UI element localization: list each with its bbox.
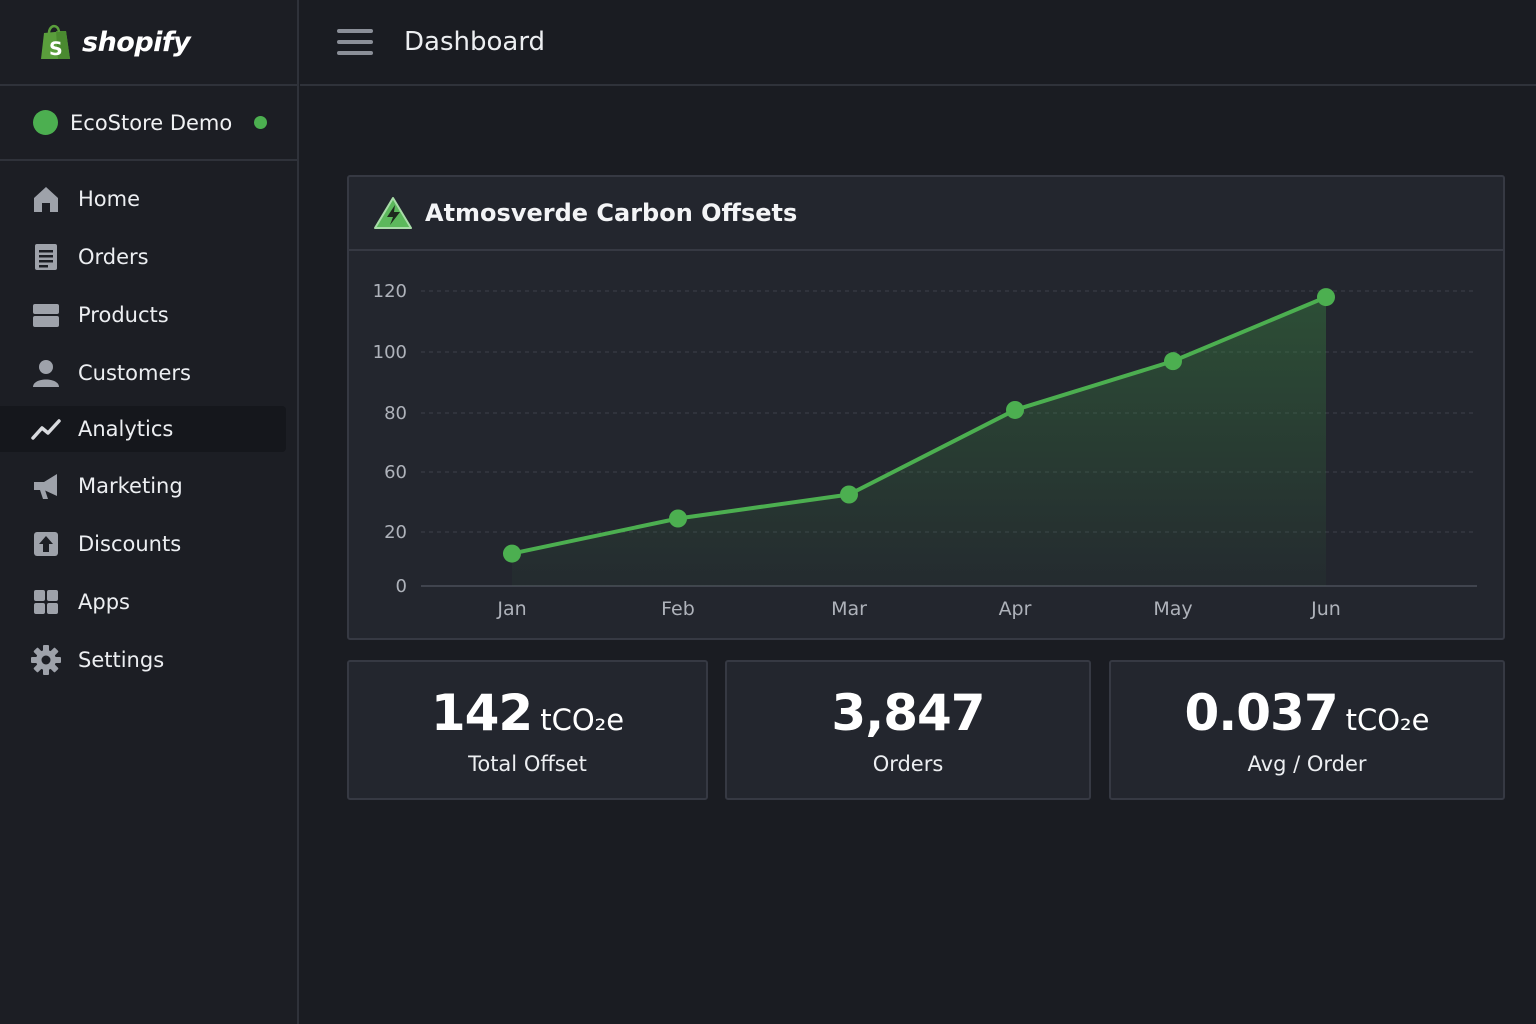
y-tick-label: 120 — [373, 281, 407, 302]
shopify-bag-icon: S — [41, 24, 70, 60]
chart-data-point[interactable] — [1164, 352, 1182, 371]
stat-unit: tCO₂e — [1345, 703, 1430, 737]
atmosverde-logo-icon — [374, 197, 412, 229]
customers-icon — [30, 357, 62, 389]
y-tick-label: 20 — [384, 522, 407, 543]
brand-logo[interactable]: S shopify — [0, 0, 297, 86]
chart-data-point[interactable] — [503, 544, 521, 563]
stat-unit: tCO₂e — [540, 703, 625, 737]
x-tick-label: Feb — [661, 598, 695, 620]
x-tick-label: May — [1153, 598, 1192, 620]
sidebar-item-orders[interactable]: Orders — [0, 234, 286, 280]
stat-value: 142 — [430, 684, 533, 742]
chart-card-header: Atmosverde Carbon Offsets — [349, 177, 1503, 251]
gear-icon — [30, 644, 62, 676]
chart-series-line — [511, 295, 1327, 556]
sidebar-item-label: Settings — [78, 648, 165, 672]
svg-text:S: S — [49, 38, 63, 60]
sidebar-item-label: Analytics — [78, 417, 174, 441]
y-tick-label: 100 — [373, 342, 407, 363]
sidebar-item-home[interactable]: Home — [0, 176, 286, 222]
sidebar-item-marketing[interactable]: Marketing — [0, 463, 286, 509]
brand-wordmark: shopify — [82, 26, 191, 58]
store-name: EcoStore Demo — [70, 110, 233, 135]
stat-label: Avg / Order — [1247, 752, 1367, 776]
sidebar-item-label: Orders — [78, 245, 149, 269]
stat-value: 0.037 — [1184, 684, 1338, 742]
store-avatar — [33, 110, 58, 135]
chart-area-fill — [512, 297, 1326, 586]
sidebar: S shopify EcoStore Demo Home Orders Prod… — [0, 0, 299, 1024]
x-tick-label: Jan — [496, 598, 526, 620]
y-tick-label: 0 — [396, 576, 407, 597]
hamburger-line — [337, 29, 373, 33]
orders-icon — [30, 241, 62, 273]
analytics-icon — [30, 413, 62, 445]
sidebar-item-settings[interactable]: Settings — [0, 637, 286, 683]
sidebar-item-label: Marketing — [78, 474, 183, 498]
stat-card-total-offset: 142 tCO₂e Total Offset — [347, 660, 708, 800]
products-icon — [30, 299, 62, 331]
stat-label: Orders — [872, 752, 944, 776]
home-icon — [30, 183, 62, 215]
top-bar: Dashboard — [300, 0, 1536, 86]
sidebar-item-label: Apps — [78, 590, 130, 614]
sidebar-item-apps[interactable]: Apps — [0, 579, 286, 625]
sidebar-item-label: Home — [78, 187, 141, 211]
megaphone-icon — [30, 470, 62, 502]
sidebar-item-discounts[interactable]: Discounts — [0, 521, 286, 567]
y-tick-label: 60 — [384, 462, 407, 483]
sidebar-item-products[interactable]: Products — [0, 292, 286, 338]
sidebar-item-label: Discounts — [78, 532, 182, 556]
carbon-offsets-card: Atmosverde Carbon Offsets 0 20 60 80 100 120 … — [347, 175, 1505, 640]
menu-toggle-button[interactable] — [337, 27, 373, 57]
page-title: Dashboard — [404, 27, 546, 57]
stat-card-avg-per-order: 0.037 tCO₂e Avg / Order — [1109, 660, 1505, 800]
chart-data-point[interactable] — [669, 509, 687, 528]
sidebar-item-customers[interactable]: Customers — [0, 350, 286, 396]
apps-icon — [30, 586, 62, 618]
stat-card-orders: 3,847 Orders — [725, 660, 1091, 800]
hamburger-line — [337, 40, 373, 44]
x-tick-label: Jun — [1310, 598, 1341, 620]
sidebar-item-analytics[interactable]: Analytics — [0, 406, 286, 452]
x-tick-label: Apr — [999, 598, 1032, 620]
x-tick-label: Mar — [831, 598, 867, 620]
stat-label: Total Offset — [468, 752, 587, 776]
store-status-indicator — [254, 116, 268, 129]
hamburger-line — [337, 51, 373, 55]
chart-data-point[interactable] — [840, 485, 858, 504]
store-switcher[interactable]: EcoStore Demo — [0, 86, 297, 161]
chart-data-point[interactable] — [1317, 288, 1335, 307]
sidebar-item-label: Customers — [78, 361, 191, 385]
y-tick-label: 80 — [384, 403, 407, 424]
stat-value: 3,847 — [831, 684, 985, 742]
sidebar-item-label: Products — [78, 303, 169, 327]
chart-data-point[interactable] — [1006, 400, 1024, 419]
discounts-icon — [30, 528, 62, 560]
carbon-offsets-line-chart: 0 20 60 80 100 120 Jan Feb Mar Apr May Jun — [373, 281, 1477, 620]
chart-title: Atmosverde Carbon Offsets — [425, 199, 798, 227]
